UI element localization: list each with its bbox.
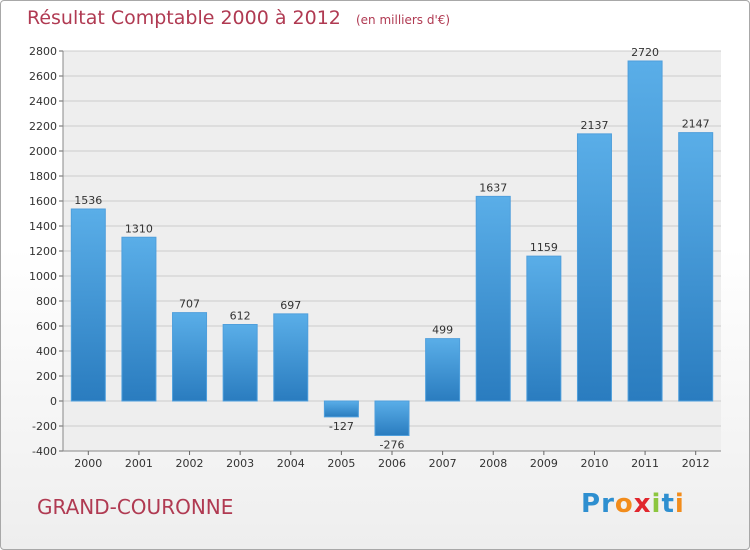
y-tick-label: -400 [32,445,57,458]
x-tick-label: 2006 [378,457,406,470]
x-tick-label: 2009 [530,457,558,470]
bar [475,195,511,402]
logo-letter: x [633,489,652,519]
y-tick-label: 200 [36,370,57,383]
bar [121,236,157,402]
y-tick-label: 2800 [29,45,57,58]
data-label: -276 [380,439,405,452]
bar [576,133,612,402]
data-label: -127 [329,420,354,433]
proxiti-logo: Proxiti [581,489,685,519]
y-tick-label: 2200 [29,120,57,133]
x-tick-label: 2001 [125,457,153,470]
bar [374,400,410,436]
y-tick-label: 1200 [29,245,57,258]
data-label: 2720 [631,46,659,59]
chart-unit: (en milliers d'€) [355,13,451,27]
y-tick-label: 1800 [29,170,57,183]
data-label: 697 [280,299,301,312]
x-tick-label: 2012 [682,457,710,470]
y-tick-label: 1000 [29,270,57,283]
bar [627,60,663,402]
commune-name: GRAND-COURONNE [37,495,234,519]
x-tick-label: 2002 [176,457,204,470]
logo-letter: i [651,489,662,519]
y-tick-label: 2000 [29,145,57,158]
y-axis: -400 -200 0 200 400 600 800 1000 1200 1400 1600 180… [29,45,64,458]
data-label: 612 [230,310,251,323]
data-label: 1536 [74,194,102,207]
data-label: 2137 [580,119,608,132]
x-tick-label: 2007 [429,457,457,470]
x-tick-label: 2004 [277,457,305,470]
bar [323,400,359,418]
chart-title-row: Résultat Comptable 2000 à 2012 (en milli… [27,7,450,29]
data-label: 1159 [530,241,558,254]
plot-area [63,50,721,452]
y-tick-label: 400 [36,345,57,358]
bar [678,132,714,402]
x-tick-label: 2000 [74,457,102,470]
data-label: 499 [432,324,453,337]
data-label: 1310 [125,222,153,235]
y-tick-label: 600 [36,320,57,333]
y-tick-label: 1400 [29,220,57,233]
y-tick-label: -200 [32,420,57,433]
x-axis: 2000 2001 2002 2003 2004 2005 2006 2007 2008 2009… [63,450,721,470]
y-tick-label: 1600 [29,195,57,208]
logo-letter: P [581,489,602,519]
x-tick-label: 2003 [226,457,254,470]
data-labels: 1536 1310 707 612 697 -127 -276 499 1637 1159 2137… [74,46,709,452]
logo-letter: i [674,489,685,519]
logo-letter: o [614,489,634,519]
y-tick-label: 2400 [29,95,57,108]
bar [172,312,208,402]
x-tick-label: 2005 [327,457,355,470]
x-tick-label: 2008 [479,457,507,470]
bars [70,60,714,436]
bar [526,255,562,402]
y-tick-label: 0 [50,395,57,408]
logo-letter: r [601,489,615,519]
data-label: 2147 [682,118,710,131]
bar [273,313,309,402]
bar [222,324,258,402]
bar [70,208,106,402]
data-label: 707 [179,298,200,311]
y-tick-label: 800 [36,295,57,308]
bar [425,338,461,402]
chart-title: Résultat Comptable 2000 à 2012 [27,7,341,29]
x-tick-label: 2010 [580,457,608,470]
logo-letter: t [661,489,675,519]
y-tick-label: 2600 [29,70,57,83]
x-tick-label: 2011 [631,457,659,470]
data-label: 1637 [479,181,507,194]
